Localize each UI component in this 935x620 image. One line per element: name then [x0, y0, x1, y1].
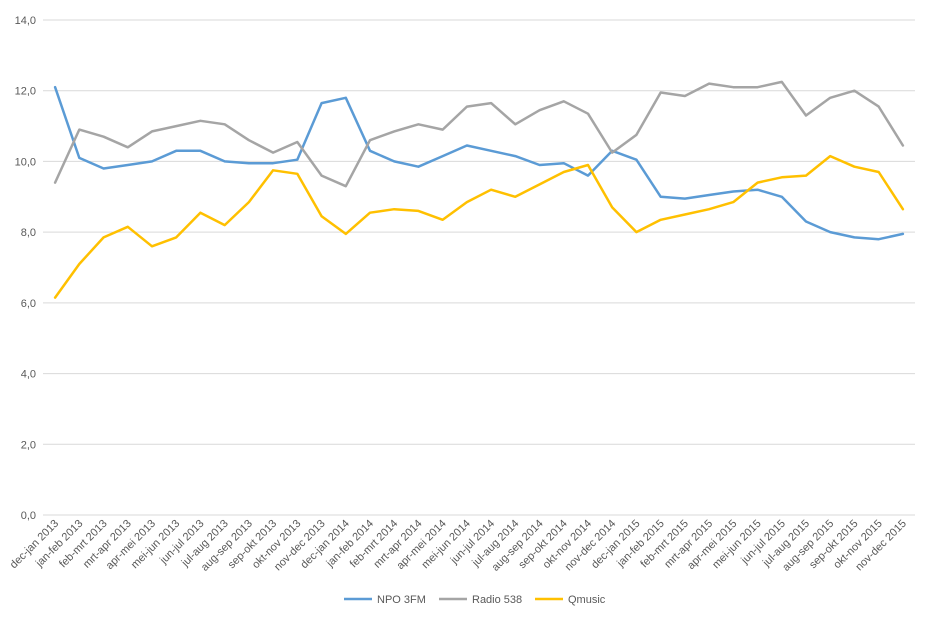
series-line-npo-3fm [53, 85, 905, 241]
y-tick-label: 8,0 [21, 227, 36, 239]
series-lines [53, 80, 905, 299]
legend-label-radio-538: Radio 538 [472, 594, 522, 606]
series-line-radio-538 [53, 80, 905, 188]
y-tick-label: 6,0 [21, 298, 36, 310]
y-tick-label: 4,0 [21, 369, 36, 381]
legend: NPO 3FM Radio 538 Qmusic [344, 594, 606, 606]
gridlines [43, 19, 915, 516]
y-axis-tick-labels: 0,0 2,0 4,0 6,0 8,0 10,0 12,0 14,0 [15, 15, 36, 522]
y-tick-label: 12,0 [15, 86, 36, 98]
series-line-qmusic [53, 154, 905, 299]
legend-label-npo-3fm: NPO 3FM [377, 594, 426, 606]
y-tick-label: 10,0 [15, 156, 36, 168]
y-tick-label: 2,0 [21, 439, 36, 451]
y-tick-label: 0,0 [21, 510, 36, 522]
y-tick-label: 14,0 [15, 15, 36, 27]
legend-label-qmusic: Qmusic [568, 594, 606, 606]
